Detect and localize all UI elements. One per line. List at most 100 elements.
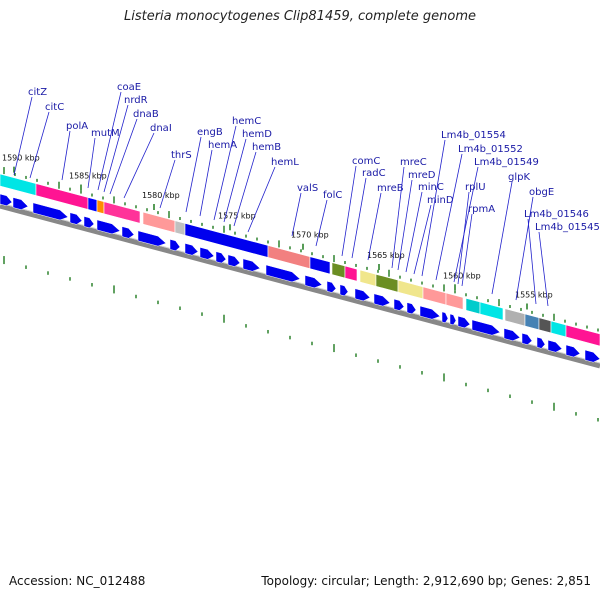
cds-arrow[interactable] <box>584 349 600 363</box>
cds-arrow[interactable] <box>449 313 457 326</box>
genome-title: Listeria monocytogenes Clip81459, comple… <box>123 9 476 24</box>
gene-leader-line <box>213 125 237 221</box>
gene-label-obge[interactable]: obgE <box>529 187 554 198</box>
cds-arrow[interactable] <box>69 212 83 225</box>
gene-leader-line <box>233 151 257 227</box>
gene-leader-line <box>109 118 138 195</box>
gene-label-comc[interactable]: comC <box>352 156 380 167</box>
cds-arrow[interactable] <box>83 216 95 229</box>
cds-arrow[interactable] <box>536 336 546 349</box>
cds-arrow[interactable] <box>565 344 581 358</box>
gene-label-mred[interactable]: mreD <box>408 170 436 181</box>
gene-label-hemb[interactable]: hemB <box>252 142 281 153</box>
gene-label-thrs[interactable]: thrS <box>171 150 192 161</box>
cds-arrow[interactable] <box>227 254 241 267</box>
gene-label-heml[interactable]: hemL <box>271 157 299 168</box>
gene-leader-line <box>397 179 413 271</box>
cds-arrow[interactable] <box>419 305 441 320</box>
gene-label-lm4b_01554[interactable]: Lm4b_01554 <box>441 130 506 141</box>
kbp-marker-label: 1580 kbp <box>142 191 180 200</box>
gene-label-mreb[interactable]: mreB <box>377 183 404 194</box>
gene-label-citz[interactable]: citZ <box>28 87 47 98</box>
feature-box[interactable] <box>538 317 552 334</box>
gene-label-lm4b_01552[interactable]: Lm4b_01552 <box>458 144 523 155</box>
cds-arrow[interactable] <box>457 315 471 329</box>
gene-label-engb[interactable]: engB <box>197 127 223 138</box>
cds-arrow[interactable] <box>547 339 563 353</box>
cds-arrow[interactable] <box>265 264 301 283</box>
feature-box[interactable] <box>565 324 600 347</box>
cds-arrow[interactable] <box>137 230 167 247</box>
feature-box[interactable] <box>479 301 504 321</box>
gene-label-mrec[interactable]: mreC <box>400 157 427 168</box>
gene-label-radc[interactable]: radC <box>362 168 386 179</box>
feature-box[interactable] <box>422 286 447 306</box>
gene-label-vals[interactable]: valS <box>297 183 318 194</box>
cds-arrow[interactable] <box>441 311 449 324</box>
gene-leader-line <box>247 166 276 233</box>
gene-leader-line <box>341 165 357 257</box>
cds-arrow[interactable] <box>503 328 521 342</box>
cds-arrow[interactable] <box>0 193 13 207</box>
feature-box[interactable] <box>309 256 331 275</box>
feature-box[interactable] <box>445 292 464 310</box>
kbp-marker-label: 1585 kbp <box>69 172 107 181</box>
cds-arrow[interactable] <box>393 298 405 311</box>
gene-label-dnab[interactable]: dnaB <box>133 109 159 120</box>
cds-arrow[interactable] <box>169 239 181 252</box>
cds-arrow[interactable] <box>354 288 371 302</box>
feature-box[interactable] <box>375 273 399 293</box>
gene-label-lm4b_01549[interactable]: Lm4b_01549 <box>474 157 539 168</box>
cds-arrow[interactable] <box>373 293 391 307</box>
gene-label-mutm[interactable]: mutM <box>91 128 120 139</box>
cds-arrow[interactable] <box>199 247 215 260</box>
cds-arrow[interactable] <box>215 251 227 264</box>
feature-box[interactable] <box>550 320 567 338</box>
cds-arrow[interactable] <box>406 302 417 315</box>
cds-arrow[interactable] <box>12 197 29 210</box>
cds-arrow[interactable] <box>184 243 199 256</box>
cds-arrow[interactable] <box>304 275 323 289</box>
kbp-marker-label: 1555 kbp <box>515 290 553 299</box>
gene-label-rpma[interactable]: rpmA <box>468 204 495 215</box>
cds-arrow[interactable] <box>242 258 261 272</box>
cds-arrow[interactable] <box>521 332 533 345</box>
feature-box[interactable] <box>103 201 141 224</box>
feature-box[interactable] <box>397 279 424 300</box>
gene-leader-line <box>351 177 367 259</box>
gene-label-hemc[interactable]: hemC <box>232 116 261 127</box>
feature-box[interactable] <box>174 220 186 236</box>
gene-leader-line <box>123 132 155 199</box>
gene-label-nrdr[interactable]: nrdR <box>124 95 148 106</box>
gene-label-rplu[interactable]: rplU <box>465 182 486 193</box>
feature-box[interactable] <box>344 265 358 282</box>
feature-box[interactable] <box>359 269 377 287</box>
gene-label-lm4b_01546[interactable]: Lm4b_01546 <box>524 209 589 220</box>
cds-arrow[interactable] <box>339 284 349 297</box>
gene-label-dnai[interactable]: dnaI <box>150 123 172 134</box>
feature-box[interactable] <box>96 199 105 215</box>
gene-label-coae[interactable]: coaE <box>117 82 141 93</box>
feature-box[interactable] <box>465 297 481 315</box>
feature-box[interactable] <box>87 197 98 213</box>
cds-arrow[interactable] <box>326 280 337 293</box>
gene-leader-line <box>461 213 473 287</box>
gene-label-mind[interactable]: minD <box>427 195 454 206</box>
feature-box[interactable] <box>504 308 526 327</box>
cds-arrow[interactable] <box>471 319 501 336</box>
gene-label-pola[interactable]: polA <box>66 121 88 132</box>
cds-arrow[interactable] <box>32 202 69 221</box>
gene-label-glpk[interactable]: glpK <box>508 172 530 183</box>
gene-label-citc[interactable]: citC <box>45 102 64 113</box>
gene-label-hemd[interactable]: hemD <box>242 129 272 140</box>
gene-label-lm4b_01545[interactable]: Lm4b_01545 <box>535 222 600 233</box>
gene-label-minc[interactable]: minC <box>418 182 444 193</box>
cds-arrow[interactable] <box>96 219 121 235</box>
feature-box[interactable] <box>142 211 176 234</box>
feature-box[interactable] <box>524 313 540 331</box>
gene-label-folc[interactable]: folC <box>323 190 342 201</box>
gene-leader-line <box>453 166 479 283</box>
gene-label-hema[interactable]: hemA <box>208 140 237 151</box>
cds-arrow[interactable] <box>121 226 135 239</box>
feature-box[interactable] <box>331 262 346 279</box>
